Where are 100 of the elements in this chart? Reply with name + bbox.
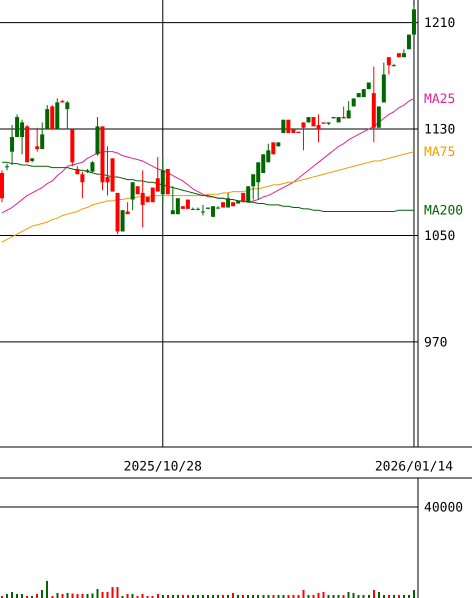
bar: [338, 595, 340, 598]
bar: [362, 595, 365, 598]
bar: [66, 593, 68, 598]
candlestick: [65, 100, 70, 130]
bar: [76, 594, 78, 598]
y-tick-label: 1210: [424, 16, 456, 32]
candlestick: [200, 204, 205, 216]
bar: [392, 595, 395, 598]
bar: [126, 594, 129, 598]
bar: [91, 593, 94, 598]
bar: [237, 595, 240, 598]
candlestick: [342, 106, 346, 119]
series-label: MA25: [424, 92, 456, 107]
bar: [252, 595, 254, 598]
bar: [222, 595, 224, 598]
y-tick-label: 970: [424, 335, 448, 350]
bar: [156, 594, 159, 598]
bar: [302, 590, 304, 598]
bar: [56, 593, 58, 598]
candlestick: [50, 104, 54, 130]
bar: [192, 595, 194, 598]
bar: [408, 595, 410, 598]
bar: [322, 592, 325, 598]
bar: [372, 590, 375, 598]
bar: [116, 587, 119, 598]
candlestick: [301, 122, 306, 151]
bar: [36, 594, 38, 598]
candlestick: [130, 182, 135, 211]
bar: [172, 595, 174, 598]
bar: [206, 595, 209, 598]
y-tick-label: 1050: [424, 229, 456, 244]
y-tick-label: 1130: [424, 122, 456, 138]
bar: [297, 595, 300, 598]
bar: [312, 595, 314, 598]
bar: [71, 593, 74, 598]
bar: [132, 594, 134, 598]
bar: [162, 595, 164, 598]
candlestick: [40, 122, 44, 150]
bar: [382, 595, 385, 598]
bar: [358, 595, 360, 598]
x-tick-label: 2025/10/28: [124, 460, 202, 475]
bar: [142, 594, 144, 598]
bar: [307, 595, 310, 598]
bar: [11, 592, 14, 598]
bar: [292, 595, 294, 598]
candlestick: [281, 119, 286, 134]
bar: [16, 594, 18, 598]
candlestick: [226, 192, 230, 208]
bar: [328, 595, 330, 598]
bar: [196, 595, 199, 598]
bar: [182, 595, 184, 598]
bar: [176, 595, 179, 598]
bar: [412, 590, 415, 598]
bar: [287, 595, 290, 598]
bar: [368, 595, 370, 598]
bar: [166, 595, 169, 598]
bar: [277, 595, 280, 598]
bar: [257, 595, 260, 598]
bar: [388, 595, 390, 598]
bar: [217, 595, 220, 598]
bar: [232, 593, 234, 598]
bar: [81, 594, 84, 598]
bar: [247, 595, 250, 598]
bar: [202, 595, 204, 598]
bar: [46, 581, 48, 598]
bar: [61, 594, 64, 598]
candlestick: [45, 104, 50, 130]
bar: [227, 595, 230, 598]
bar: [282, 595, 284, 598]
bar: [212, 595, 214, 598]
series-label: MA200: [424, 204, 464, 219]
bar: [41, 590, 44, 598]
bar: [96, 588, 98, 598]
bar: [402, 595, 405, 598]
candlestick: [386, 56, 391, 75]
candlestick: [80, 171, 84, 199]
bar: [21, 594, 24, 598]
line-series: [2, 151, 414, 243]
candlestick: [406, 34, 411, 50]
bar: [242, 595, 244, 598]
bar: [112, 587, 114, 598]
x-tick-label: 2026/01/14: [374, 460, 454, 475]
bar: [267, 595, 270, 598]
bar: [348, 592, 350, 598]
text: 40000: [424, 500, 464, 516]
bar: [398, 595, 400, 598]
candlestick: [35, 127, 40, 152]
bar: [86, 594, 88, 598]
bar: [352, 593, 355, 598]
bar: [272, 595, 274, 598]
bar: [6, 594, 8, 598]
bar: [186, 595, 189, 598]
candlestick: [120, 210, 125, 232]
candlestick: [346, 100, 351, 119]
series-label: MA75: [424, 145, 456, 160]
bar: [106, 592, 109, 598]
bar: [332, 595, 335, 598]
bar: [101, 592, 104, 598]
bar: [342, 595, 345, 598]
bar: [262, 595, 264, 598]
